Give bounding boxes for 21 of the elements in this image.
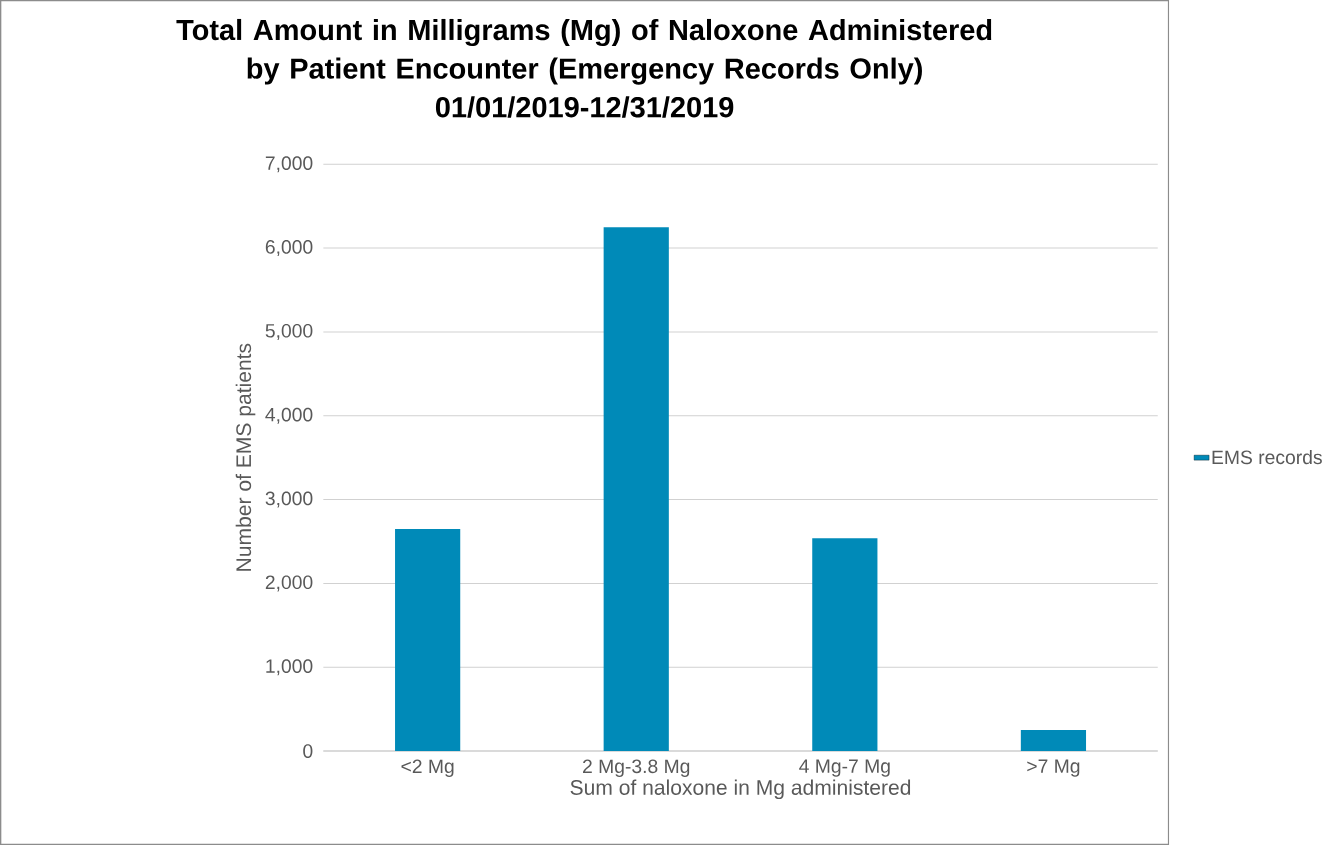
chart-title: Total Amount in Milligrams (Mg) of Naloxone Administered by Patient Encounter (Emergency Records Only)	[176, 18, 992, 85]
bar	[603, 227, 669, 752]
x-tick-label: 2 Mg-3.8 Mg	[583, 759, 690, 777]
x-tick-label: <2 Mg	[401, 759, 454, 777]
x-axis-title: Sum of naloxone in Mg administered	[570, 779, 911, 800]
legend-label: EMS records	[1212, 450, 1322, 465]
y-tick-label: 0	[303, 744, 313, 758]
x-tick-label: 4 Mg-7 Mg	[799, 759, 890, 777]
y-tick-label: 5,000	[265, 323, 313, 340]
y-tick-label: 7,000	[265, 156, 313, 173]
y-tick-label: 1,000	[266, 659, 313, 676]
bar	[1020, 730, 1087, 752]
y-tick-label: 4,000	[265, 407, 313, 424]
chart-subtitle: 01/01/2019-12/31/2019	[435, 96, 734, 118]
y-tick-label: 3,000	[265, 491, 313, 508]
bar	[395, 528, 461, 752]
bar	[812, 538, 878, 752]
y-axis-title: Number of EMS patients	[235, 343, 256, 571]
x-tick-label: >7 Mg	[1027, 759, 1080, 777]
y-tick-label: 6,000	[265, 240, 313, 257]
y-tick-label: 2,000	[265, 575, 313, 592]
